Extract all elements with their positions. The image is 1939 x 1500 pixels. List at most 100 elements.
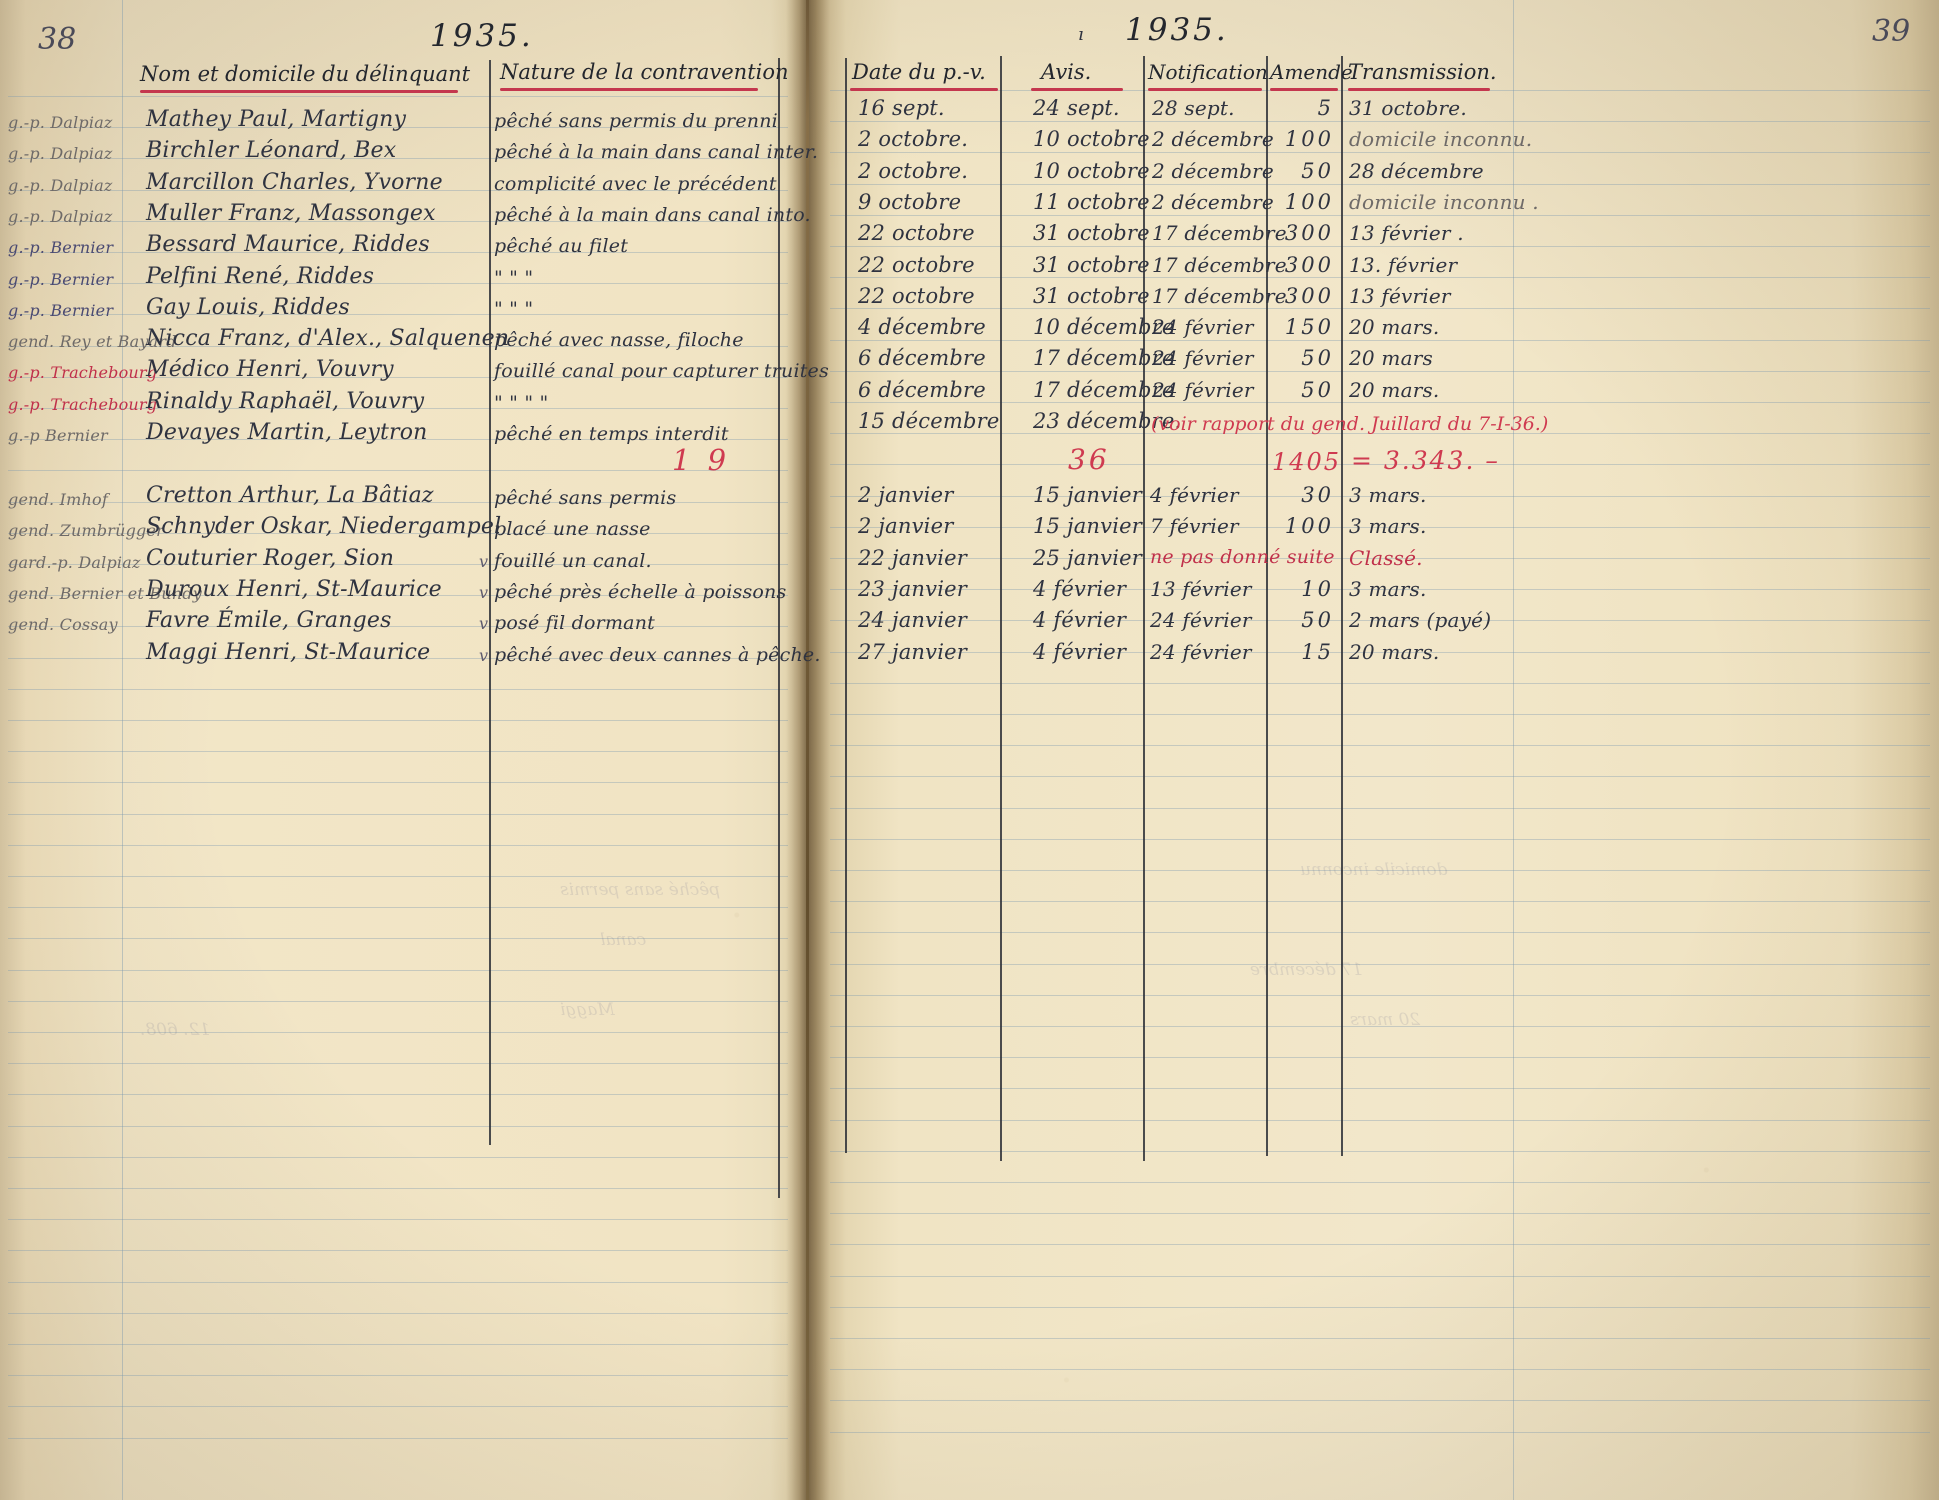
delinquent-name: Duroux Henri, St-Maurice (146, 576, 442, 602)
amende-amount: 100 (1284, 514, 1334, 539)
pv-date: 4 décembre (858, 315, 986, 340)
avis-date: 4 février (1033, 576, 1127, 601)
violation-nature: placé une nasse (494, 518, 651, 541)
pv-date: 22 octobre (858, 252, 975, 277)
transmission-note: 20 mars. (1349, 377, 1440, 402)
notification-date: 28 sept. (1152, 96, 1235, 120)
notification-date: 2 décembre (1152, 158, 1274, 183)
pv-date: 2 octobre. (858, 127, 969, 152)
delinquent-name: Birchler Léonard, Bex (146, 138, 397, 164)
header-transmission: Transmission. (1348, 60, 1497, 84)
pv-date: 6 décembre (858, 377, 986, 402)
pv-date: 2 octobre. (858, 158, 969, 183)
notification-date: 24 février (1150, 608, 1252, 633)
notification-date: 17 décembre (1152, 221, 1287, 246)
column-rule-names (489, 60, 491, 1145)
amende-amount: 10 (1301, 576, 1334, 601)
violation-nature: " " " (494, 297, 534, 320)
column-rule-amende-right (1341, 56, 1343, 1156)
transmission-note: domicile inconnu. (1349, 127, 1533, 152)
delinquent-name: Pelfini René, Riddes (146, 263, 375, 289)
notification-date: 2 décembre (1152, 189, 1274, 214)
reporter-label: g.-p. Bernier (8, 269, 114, 289)
pv-date: 22 janvier (858, 545, 967, 570)
reporter-label: g.-p. Dalpiaz (8, 206, 113, 226)
header-names-underline (140, 90, 458, 93)
notification-date: 17 décembre (1152, 252, 1287, 277)
header-nature: Nature de la contravention (500, 60, 789, 84)
amende-amount: 50 (1301, 377, 1334, 402)
notification-date: 24 février (1150, 639, 1252, 664)
red-report-note: (voir rapport du gend. Juillard du 7-I-3… (1151, 413, 1549, 435)
year-heading-right: 1935. (1125, 12, 1229, 48)
header-amende: Amende (1270, 60, 1353, 84)
avis-date: 15 janvier (1033, 483, 1142, 507)
delinquent-name: Cretton Arthur, La Bâtiaz (146, 483, 434, 508)
violation-nature: pêché avec deux cannes à pêche. (494, 643, 821, 666)
header-avis-underline (1031, 88, 1123, 91)
delinquent-name: Marcillon Charles, Yvorne (146, 169, 443, 195)
header-date: Date du p.-v. (852, 60, 986, 84)
avis-date: 10 décembre (1033, 315, 1175, 340)
notification-date: 24 février (1152, 315, 1254, 340)
violation-nature: posé fil dormant (494, 612, 655, 635)
delinquent-name: Muller Franz, Massongex (146, 200, 436, 226)
delinquent-name: Maggi Henri, St-Maurice (146, 639, 431, 665)
transmission-note: 20 mars. (1349, 315, 1440, 340)
violation-nature: complicité avec le précédent (494, 172, 777, 195)
reporter-label: gend. Bernier et Bundy (8, 583, 202, 603)
amende-amount: 50 (1301, 346, 1334, 371)
transmission-note: domicile inconnu . (1349, 189, 1539, 214)
amende-amount: 50 (1301, 158, 1334, 183)
avis-date: 17 décembre (1033, 346, 1175, 371)
pv-date: 23 janvier (858, 576, 967, 601)
notification-date: 2 décembre (1152, 127, 1274, 152)
red-count-total: 36 (1068, 443, 1110, 476)
avis-date: 17 décembre (1033, 377, 1175, 402)
violation-nature: fouillé canal pour capturer truites (494, 360, 829, 383)
reporter-label: g.-p. Dalpiaz (8, 144, 113, 164)
reporter-label: g.-p. Trachebourg (8, 363, 158, 383)
margin-rule-left (122, 0, 123, 1500)
avis-date: 31 octobre (1033, 252, 1150, 277)
violation-nature: pêché sans permis (494, 487, 677, 509)
margin-rule-right (1513, 0, 1514, 1500)
checkmark-icon: v (479, 551, 489, 571)
avis-date: 4 février (1033, 608, 1127, 633)
transmission-note: 2 mars (payé) (1349, 608, 1492, 633)
checkmark-icon: v (479, 614, 489, 634)
header-names: Nom et domicile du délinquant (140, 62, 471, 86)
pv-date: 2 janvier (858, 483, 954, 507)
amende-amount: 100 (1284, 127, 1334, 152)
reporter-label: gend. Rey et Bayard (8, 332, 177, 352)
pv-date: 22 octobre (858, 221, 975, 246)
amende-amount: 300 (1284, 252, 1334, 277)
reporter-label: gend. Imhof (8, 490, 108, 509)
transmission-note: 20 mars. (1349, 639, 1440, 664)
checkmark-icon: v (479, 582, 489, 602)
violation-nature: " " " (494, 266, 534, 289)
delinquent-name: Gay Louis, Riddes (146, 294, 350, 320)
header-notification-underline (1148, 88, 1262, 91)
transmission-note: 3 mars. (1349, 483, 1427, 507)
column-rule-date-right (1000, 56, 1002, 1161)
red-grand-total: = 3.343. – (1351, 446, 1500, 475)
year-heading-left: 1935. (430, 18, 534, 54)
reporter-label: gend. Zumbrügger (8, 521, 165, 541)
reporter-label: gard.-p. Dalpiaz (8, 552, 141, 572)
delinquent-name: Rinaldy Raphaël, Vouvry (146, 388, 425, 414)
avis-date: 11 octobre (1033, 189, 1150, 214)
notification-date: 7 février (1150, 514, 1239, 539)
violation-nature: pêché avec nasse, filoche (494, 329, 744, 352)
transmission-note: 13. février (1349, 252, 1458, 277)
left-subtotal-count: 1 9 (672, 443, 731, 477)
pv-date: 27 janvier (858, 639, 967, 664)
amende-amount: 150 (1284, 315, 1334, 340)
pv-date: 2 janvier (858, 514, 954, 539)
reporter-label: g.-p. Bernier (8, 300, 114, 320)
violation-nature: pêché à la main dans canal inter. (494, 141, 819, 164)
pv-date: 9 octobre (858, 189, 962, 214)
avis-date: 24 sept. (1033, 96, 1120, 120)
column-rule-nature-right (778, 58, 780, 1198)
transmission-note: 3 mars. (1349, 576, 1427, 601)
